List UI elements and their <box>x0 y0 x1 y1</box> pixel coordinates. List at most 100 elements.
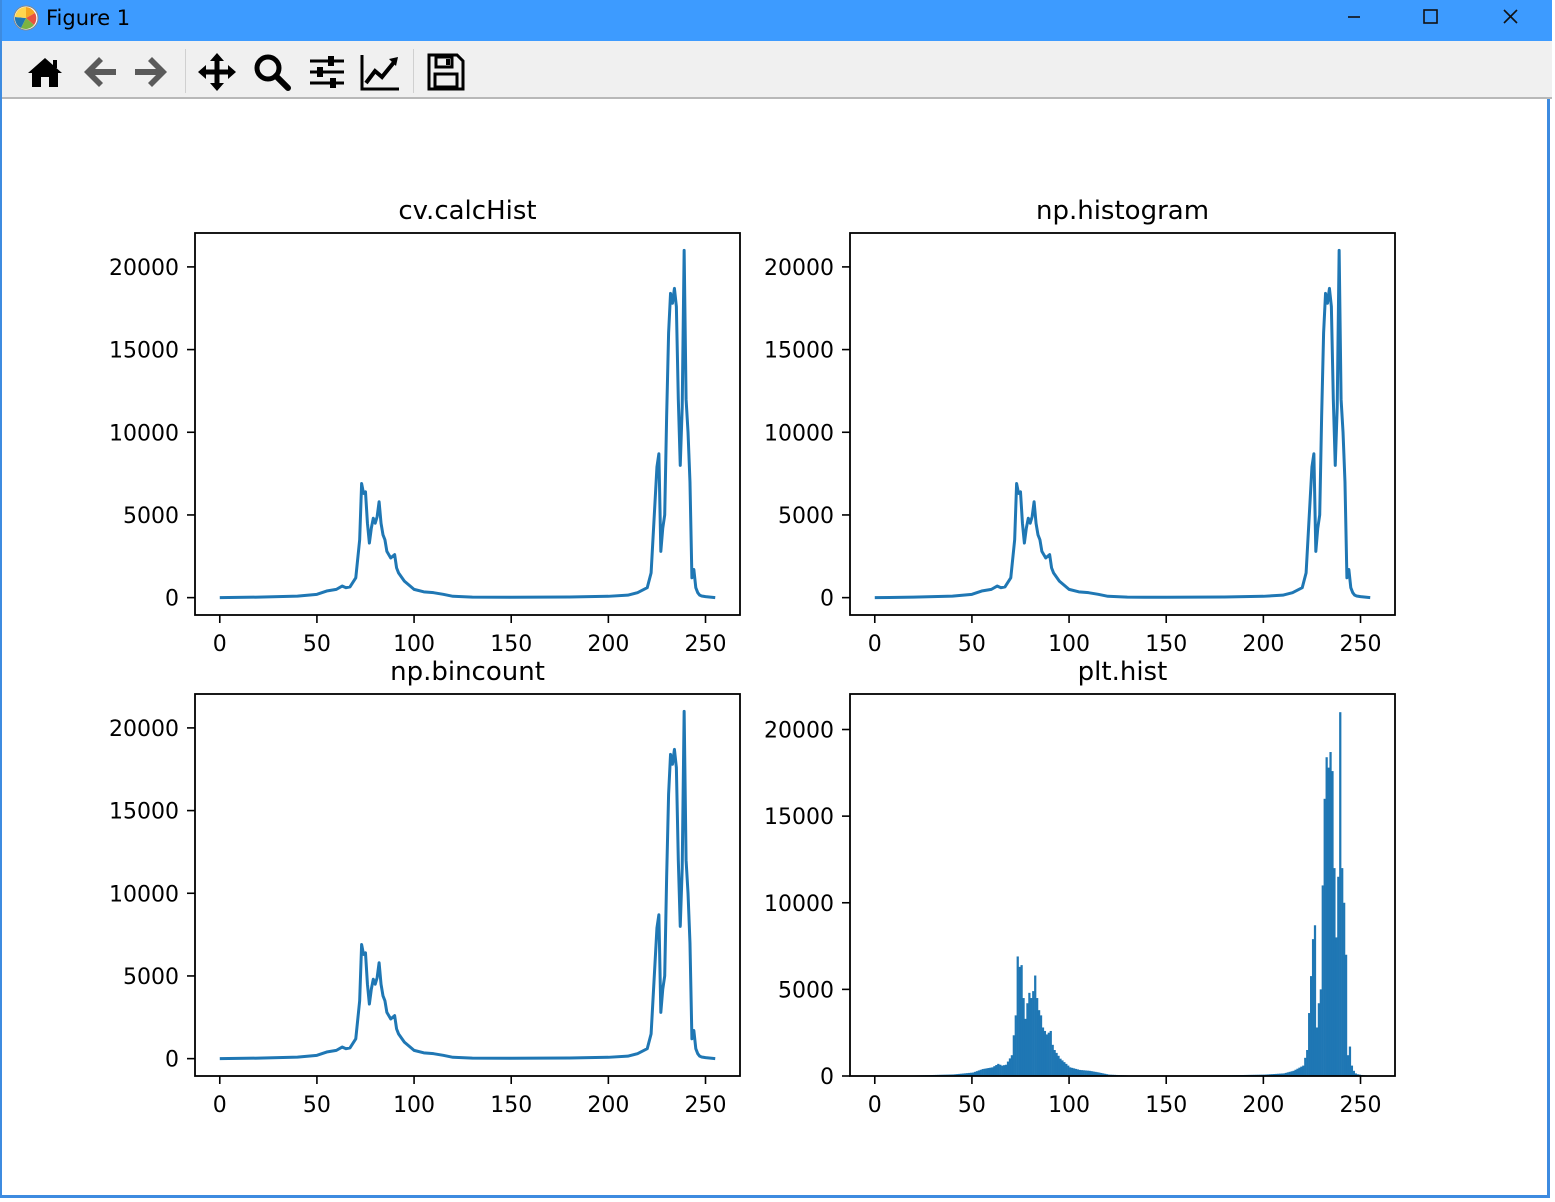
hist-bar <box>958 1073 961 1076</box>
hist-bar <box>1327 767 1330 1076</box>
hist-bar <box>1076 1069 1080 1076</box>
hist-bar <box>1018 966 1021 1076</box>
hist-bar <box>1313 925 1317 1076</box>
hist-bar <box>1014 1015 1017 1076</box>
hist-bar <box>1020 965 1023 1076</box>
hist-bar <box>1004 1064 1008 1076</box>
close-icon[interactable] <box>1480 0 1540 36</box>
hist-bar <box>989 1067 992 1076</box>
hist-bar <box>1069 1067 1072 1076</box>
chart-title: cv.calcHist <box>398 196 536 226</box>
hist-bar <box>993 1066 996 1076</box>
hist-bar <box>1043 1030 1047 1076</box>
x-tick-label: 150 <box>490 632 532 657</box>
hist-bar <box>1032 991 1035 1076</box>
x-tick-label: 0 <box>213 632 227 657</box>
subplot-plt-hist: plt.hist 0 50 100 150 200 250 0 5000 10000 15000 20… <box>764 657 1396 1118</box>
hist-bar <box>991 1067 994 1076</box>
x-tick-label: 150 <box>490 1093 532 1118</box>
hist-bar <box>1026 1003 1029 1076</box>
hist-bar <box>1278 1073 1282 1076</box>
toolbar-separator <box>413 49 414 93</box>
axes-frame <box>849 232 1396 616</box>
hist-bar <box>1276 1073 1280 1076</box>
hist-bar <box>1047 1032 1050 1076</box>
hist-bar <box>1348 1046 1352 1076</box>
window-title: Figure 1 <box>46 6 131 30</box>
floppy-disk-icon[interactable] <box>425 51 467 93</box>
series-line <box>874 248 1371 600</box>
sliders-icon[interactable] <box>306 51 348 93</box>
hist-bar <box>1310 976 1313 1076</box>
hist-bar <box>1343 902 1346 1076</box>
hist-bar <box>1319 989 1322 1076</box>
hist-bar <box>1055 1052 1058 1076</box>
hist-bar <box>1072 1068 1076 1076</box>
y-tick-label: 0 <box>165 1048 179 1073</box>
hist-bar <box>1311 939 1315 1076</box>
x-tick-label: 50 <box>958 1093 986 1118</box>
x-tick-label: 150 <box>1145 1093 1187 1118</box>
hist-bar <box>964 1073 967 1076</box>
hist-bar <box>1074 1068 1078 1076</box>
hist-bar <box>1331 771 1334 1076</box>
x-tick-label: 0 <box>213 1093 227 1118</box>
hist-bar <box>956 1074 959 1076</box>
x-tick-label: 100 <box>1048 632 1090 657</box>
hist-bar <box>1057 1055 1060 1076</box>
maximize-icon[interactable] <box>1400 0 1460 36</box>
hist-bar <box>971 1072 975 1076</box>
y-tick-label: 15000 <box>109 800 179 825</box>
hist-bar <box>1071 1067 1074 1076</box>
hist-bar <box>1302 1065 1305 1076</box>
hist-bar <box>1105 1074 1109 1076</box>
hist-bar <box>1339 712 1342 1076</box>
hist-bar <box>995 1065 998 1076</box>
hist-bar <box>1024 1018 1027 1076</box>
hist-bar <box>1036 998 1039 1076</box>
magnifier-icon[interactable] <box>251 51 293 93</box>
hist-bar <box>1352 1070 1355 1076</box>
hist-bar <box>1286 1072 1289 1076</box>
axes-frame <box>194 232 741 616</box>
hist-bar <box>1039 1015 1043 1076</box>
home-icon[interactable] <box>24 51 66 93</box>
hist-bar <box>973 1071 977 1076</box>
x-tick-label: 250 <box>685 632 727 657</box>
y-tick-label: 20000 <box>109 717 179 742</box>
hist-bar <box>1296 1068 1299 1076</box>
move-arrows-icon[interactable] <box>196 51 238 93</box>
hist-bar <box>1096 1072 1099 1076</box>
hist-bar <box>1080 1070 1083 1076</box>
y-tick-label: 15000 <box>764 805 834 830</box>
hist-bar <box>1034 975 1037 1076</box>
arrow-right-icon[interactable] <box>130 51 172 93</box>
hist-bar <box>1082 1070 1085 1076</box>
x-tick-label: 250 <box>685 1093 727 1118</box>
matplotlib-logo-icon <box>13 5 39 31</box>
subplot-np-histogram: np.histogram 0 50 100 150 200 250 0 5000 10000 150… <box>764 196 1396 657</box>
line-chart-icon[interactable] <box>359 51 401 93</box>
hist-bar <box>983 1068 986 1076</box>
hist-bar <box>1341 868 1344 1076</box>
hist-bar <box>1275 1073 1278 1076</box>
hist-bar <box>1288 1071 1291 1076</box>
hist-bar <box>985 1068 988 1076</box>
x-tick-label: 200 <box>1242 1093 1284 1118</box>
arrow-left-icon[interactable] <box>79 51 121 93</box>
y-tick-label: 5000 <box>123 965 179 990</box>
chart-title: np.bincount <box>390 657 545 687</box>
title-bar[interactable]: Figure 1 <box>2 0 1552 41</box>
x-tick-label: 200 <box>587 632 629 657</box>
hist-bar <box>1344 954 1348 1076</box>
y-tick-label: 0 <box>820 587 834 612</box>
hist-bar <box>1271 1074 1274 1076</box>
hist-bar <box>1304 1057 1307 1076</box>
y-tick-label: 10000 <box>109 882 179 907</box>
hist-bar <box>977 1070 980 1076</box>
minimize-icon[interactable] <box>1324 0 1384 36</box>
y-tick-label: 0 <box>165 587 179 612</box>
hist-bar <box>981 1069 984 1076</box>
